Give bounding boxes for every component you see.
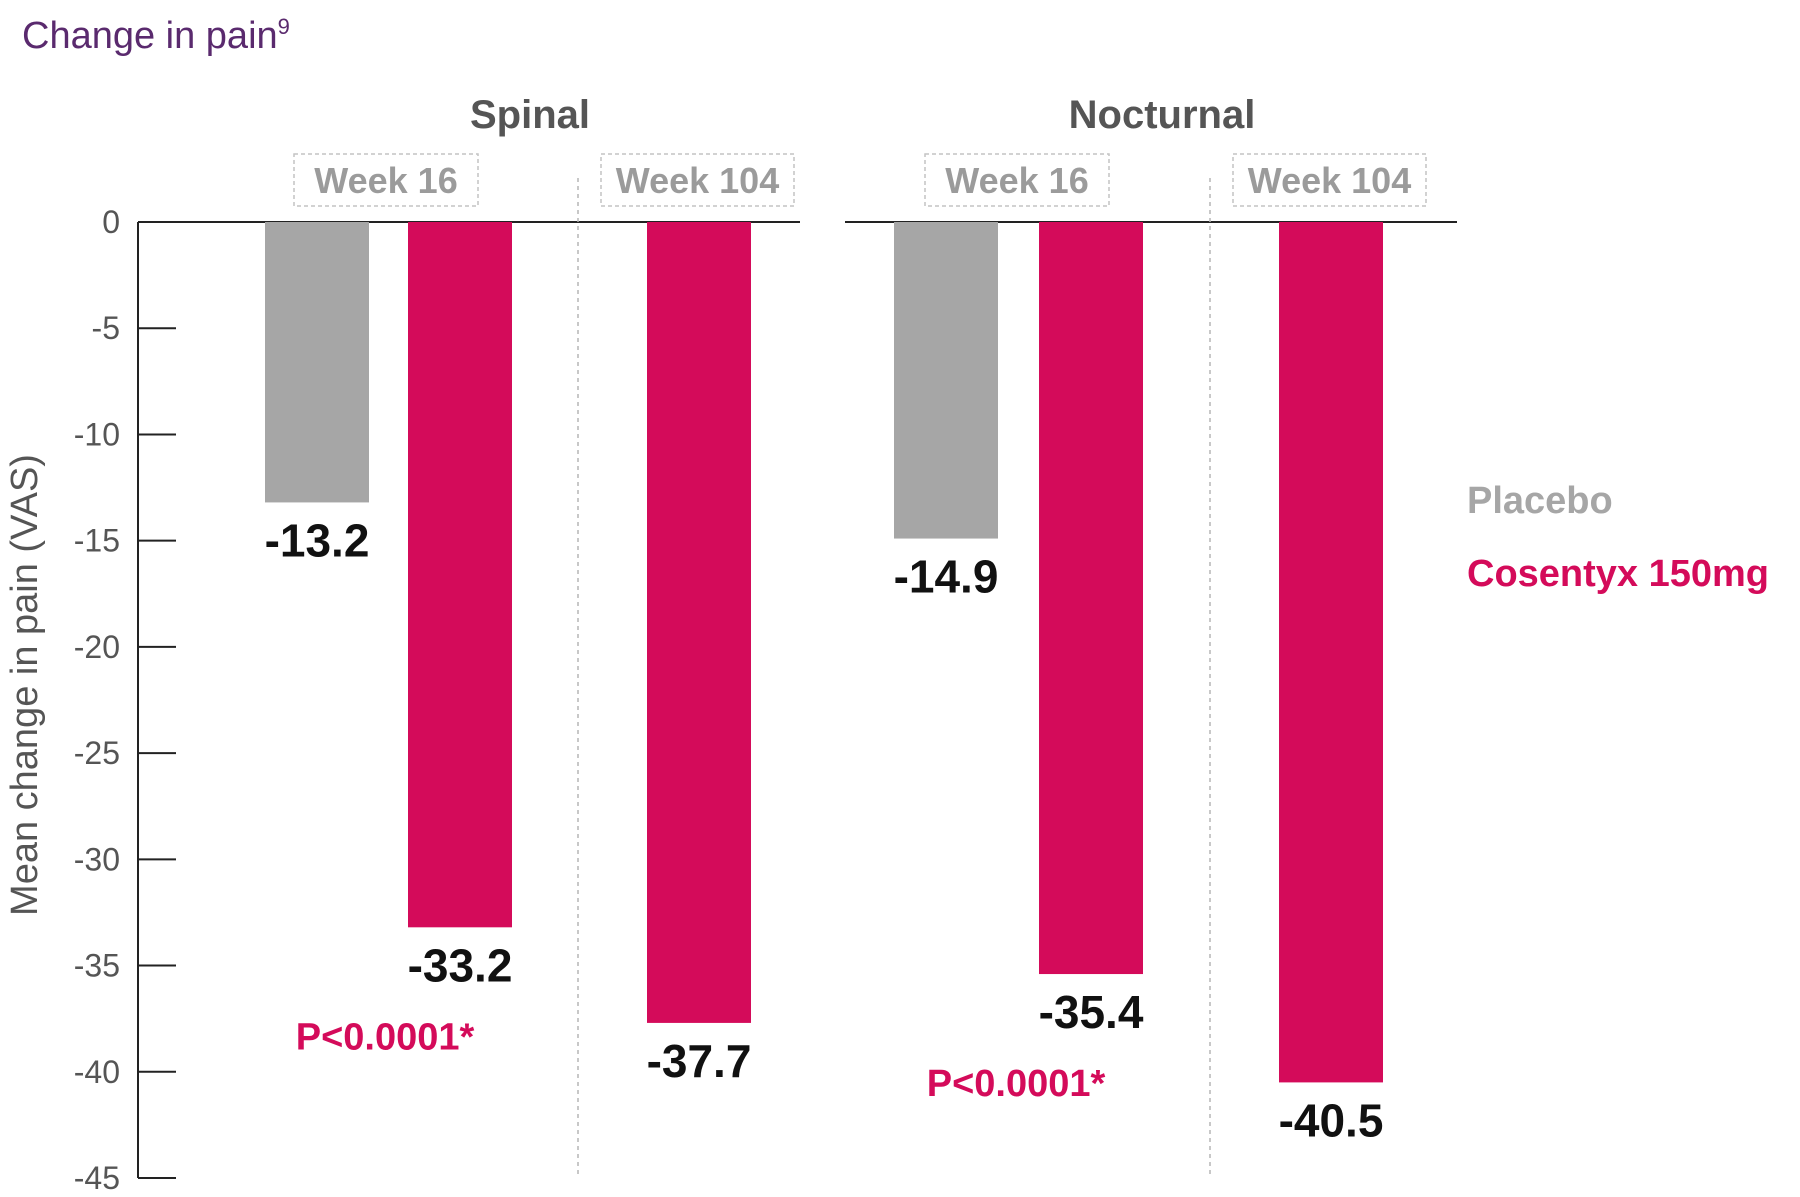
chart-title-text: Change in pain [22, 15, 278, 57]
week-label-box [1232, 153, 1427, 207]
y-tick-label: 0 [102, 204, 120, 240]
p-value-annotation: P<0.0001* [296, 1016, 475, 1058]
placebo-bar [894, 222, 998, 539]
y-tick-label: -25 [74, 735, 120, 771]
week-label-box [600, 153, 795, 207]
p-value-annotation: P<0.0001* [927, 1063, 1106, 1105]
y-tick-label: -30 [74, 841, 120, 877]
y-tick-label: -15 [74, 523, 120, 559]
group-title: Nocturnal [1069, 93, 1256, 137]
week-label-box [924, 153, 1110, 207]
bar-value-label: -33.2 [408, 939, 513, 991]
bar-value-label: -40.5 [1279, 1094, 1384, 1146]
group-title: Spinal [470, 93, 590, 137]
y-axis-title: Mean change in pain (VAS) [4, 454, 46, 916]
chart-title: Change in pain9 [22, 14, 290, 57]
y-tick-label: -20 [74, 629, 120, 665]
bar-value-label: -35.4 [1039, 986, 1144, 1038]
y-axis: 0 -5 -10 -15 -20 -25 -30 -35 -40 -45 Mean change i… [4, 204, 176, 1196]
legend: Placebo Cosentyx 150mg [1467, 480, 1769, 595]
y-tick-label: -5 [92, 310, 120, 346]
plot-area: Spinal Week 16 -13.2 -33.2 P<0.0001* Week 104… [138, 93, 1457, 1178]
cosentyx-bar [647, 222, 751, 1023]
bar-value-label: -14.9 [894, 551, 999, 603]
week-label: Week 16 [945, 160, 1088, 201]
bar-value-label: -37.7 [647, 1035, 752, 1087]
y-tick-label: -35 [74, 948, 120, 984]
week-label: Week 104 [616, 160, 779, 201]
chart-title-superscript: 9 [278, 14, 290, 39]
week-label: Week 16 [314, 160, 457, 201]
legend-item-cosentyx: Cosentyx 150mg [1467, 553, 1769, 595]
cosentyx-bar [408, 222, 512, 928]
y-tick-label: -40 [74, 1054, 120, 1090]
y-tick-label: -10 [74, 416, 120, 452]
cosentyx-bar [1039, 222, 1143, 975]
cosentyx-bar [1279, 222, 1383, 1083]
bar-value-label: -13.2 [265, 514, 370, 566]
legend-item-placebo: Placebo [1467, 480, 1613, 522]
y-tick-label: -45 [74, 1160, 120, 1196]
week-label: Week 104 [1248, 160, 1411, 201]
placebo-bar [265, 222, 369, 503]
week-label-box [293, 153, 479, 207]
